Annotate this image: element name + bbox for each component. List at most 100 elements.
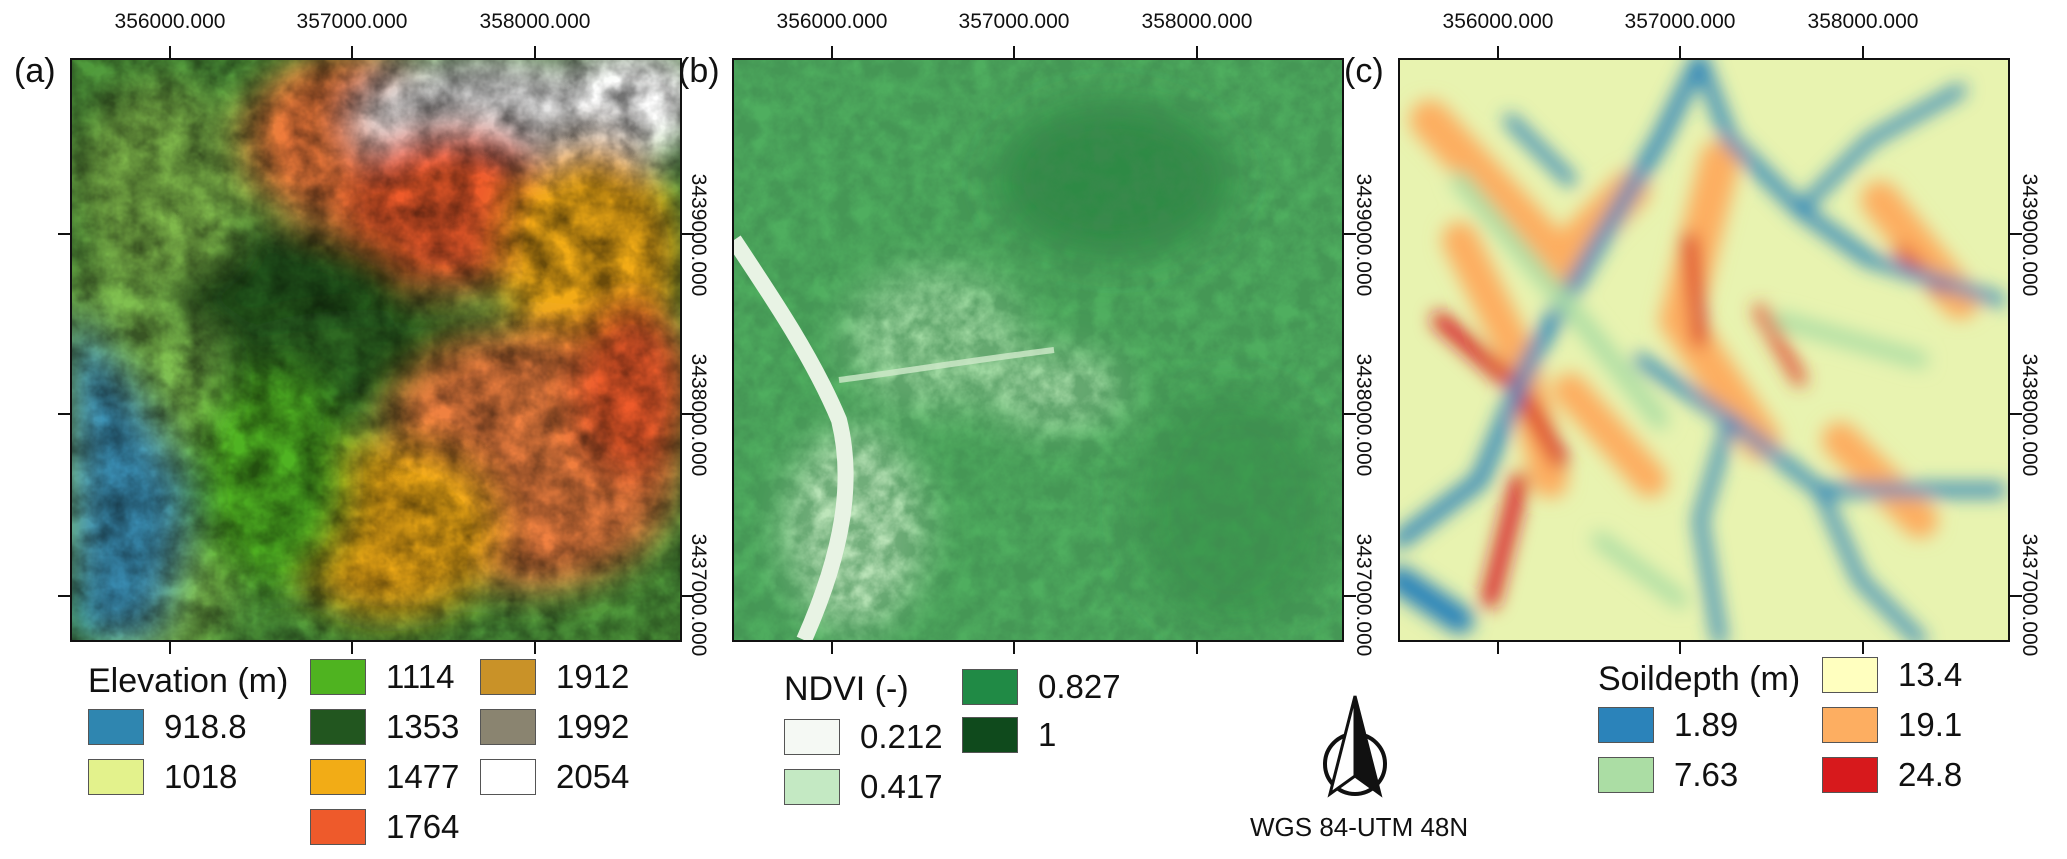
legend-label: 0.212 (860, 718, 943, 755)
y-tick-mark (1344, 595, 1356, 597)
legend-swatch (784, 719, 840, 755)
y-tick-mark (682, 233, 694, 235)
panel-label-c: (c) (1344, 52, 1384, 90)
legend-label: 1353 (386, 708, 460, 745)
y-tick-mark (1344, 233, 1356, 235)
legend-label: 19.1 (1898, 706, 1963, 743)
legend-swatch (1598, 757, 1654, 793)
x-tick-label: 357000.000 (296, 10, 408, 33)
legend-label: 1.89 (1674, 706, 1739, 743)
y-tick-label: 3439000.000 (2018, 173, 2041, 297)
panel-label-b: (b) (678, 52, 720, 90)
legend-label: 1 (1038, 716, 1057, 753)
map-panel-ndvi (732, 58, 1344, 642)
legend-swatch (310, 759, 366, 795)
y-tick-mark (58, 233, 70, 235)
legend-item: 1764 (310, 808, 459, 846)
y-tick-label: 3438000.000 (2018, 353, 2041, 477)
legend-swatch (784, 769, 840, 805)
y-tick-mark (682, 413, 694, 415)
crs-label: WGS 84-UTM 48N (1250, 812, 1469, 842)
legend-swatch (962, 717, 1018, 753)
x-tick-mark (1679, 46, 1681, 58)
x-tick-mark (831, 642, 833, 654)
legend-label: 1764 (386, 808, 460, 845)
legend-label: 1477 (386, 758, 460, 795)
x-tick-mark (1196, 642, 1198, 654)
x-tick-mark (1862, 642, 1864, 654)
y-tick-label: 3437000.000 (2018, 533, 2041, 657)
legend-label: 2054 (556, 758, 630, 795)
y-tick-label: 3439000.000 (687, 173, 710, 297)
x-tick-label: 357000.000 (958, 10, 1070, 33)
y-tick-label: 3437000.000 (687, 533, 710, 657)
legend-item: 1992 (480, 708, 629, 746)
legend-swatch (480, 659, 536, 695)
map-panel-elevation (70, 58, 682, 642)
x-tick-label: 358000.000 (1141, 10, 1253, 33)
x-tick-label: 356000.000 (1442, 10, 1554, 33)
y-tick-label: 3438000.000 (687, 353, 710, 477)
legend-label: 7.63 (1674, 756, 1739, 793)
y-tick-label: 3439000.000 (1352, 173, 1375, 297)
legend-swatch (480, 709, 536, 745)
legend-item: 2054 (480, 758, 629, 796)
legend-item: 1 (962, 716, 1056, 754)
legend-item: 7.63 (1598, 756, 1738, 794)
legend-item: 0.212 (784, 718, 943, 756)
x-tick-mark (831, 46, 833, 58)
legend-swatch (88, 759, 144, 795)
legend-item: 918.8 (88, 708, 247, 746)
x-tick-label: 358000.000 (479, 10, 591, 33)
x-tick-mark (169, 642, 171, 654)
y-tick-label: 3437000.000 (1352, 533, 1375, 657)
legend-swatch (310, 659, 366, 695)
x-tick-label: 356000.000 (114, 10, 226, 33)
y-tick-mark (2010, 413, 2022, 415)
legend-swatch (962, 669, 1018, 705)
legend-label: 1992 (556, 708, 630, 745)
x-tick-mark (1013, 642, 1015, 654)
legend-item: 1.89 (1598, 706, 1738, 744)
legend-label: 0.827 (1038, 668, 1121, 705)
legend-item: 13.4 (1822, 656, 1962, 694)
x-tick-mark (351, 642, 353, 654)
x-tick-mark (1679, 642, 1681, 654)
x-tick-mark (534, 642, 536, 654)
panel-label-a: (a) (14, 52, 56, 90)
legend-item: 24.8 (1822, 756, 1962, 794)
legend-item: 1018 (88, 758, 237, 796)
y-tick-mark (58, 413, 70, 415)
y-tick-mark (1344, 413, 1356, 415)
legend-swatch (310, 709, 366, 745)
x-tick-mark (1013, 46, 1015, 58)
x-tick-label: 358000.000 (1807, 10, 1919, 33)
x-tick-mark (534, 46, 536, 58)
x-tick-label: 357000.000 (1624, 10, 1736, 33)
legend-label: 0.417 (860, 768, 943, 805)
x-tick-mark (1196, 46, 1198, 58)
y-tick-mark (682, 595, 694, 597)
legend-title-ndvi: NDVI (-) (784, 670, 909, 708)
x-tick-mark (1862, 46, 1864, 58)
x-tick-label: 356000.000 (776, 10, 888, 33)
legend-label: 24.8 (1898, 756, 1963, 793)
x-tick-mark (1497, 46, 1499, 58)
legend-item: 19.1 (1822, 706, 1962, 744)
legend-swatch (1598, 707, 1654, 743)
legend-label: 918.8 (164, 708, 247, 745)
x-tick-mark (169, 46, 171, 58)
legend-label: 1912 (556, 658, 630, 695)
map-panel-soildepth (1398, 58, 2010, 642)
x-tick-mark (1497, 642, 1499, 654)
north-arrow-icon (1318, 694, 1392, 809)
legend-swatch (310, 809, 366, 845)
legend-title-elevation: Elevation (m) (88, 662, 289, 700)
legend-swatch (1822, 657, 1878, 693)
legend-label: 1018 (164, 758, 238, 795)
legend-swatch (88, 709, 144, 745)
legend-item: 1912 (480, 658, 629, 696)
legend-swatch (480, 759, 536, 795)
legend-item: 1353 (310, 708, 459, 746)
legend-swatch (1822, 757, 1878, 793)
